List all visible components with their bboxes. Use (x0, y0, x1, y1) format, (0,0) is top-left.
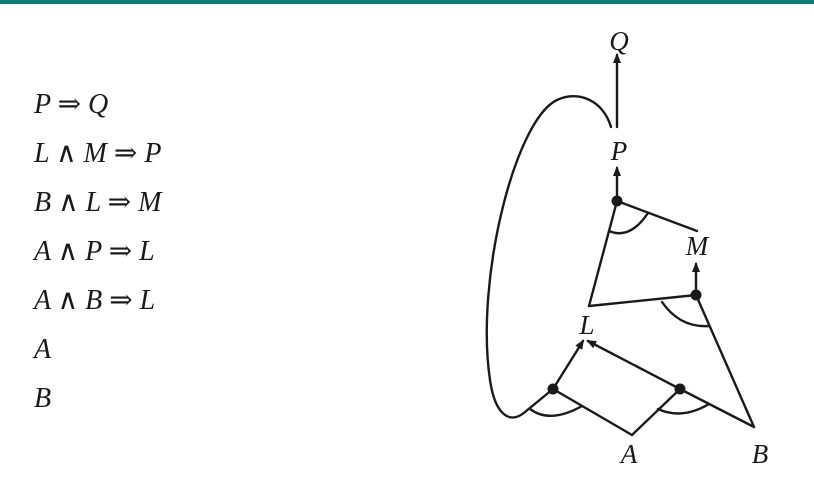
node-l-label: L (578, 310, 594, 340)
junction-dot-ab (674, 383, 686, 395)
junction-dot-lm (611, 195, 623, 207)
node-q-label: Q (609, 26, 629, 56)
and-arc-ap (528, 404, 584, 417)
node-p-label: P (610, 136, 628, 166)
edge-a-to-ap-junction (551, 387, 634, 437)
and-arc-bl (660, 300, 711, 328)
fact-a: A (34, 334, 52, 365)
edge-l-to-lm-junction (587, 199, 619, 308)
edge-m-to-lm-junction (615, 199, 699, 233)
top-accent-bar (0, 0, 814, 4)
edge-ab-junction-to-l (586, 339, 682, 391)
node-m-label: M (685, 231, 710, 261)
rules-list: P ⇒ Q L ∧ M ⇒ P B ∧ L ⇒ M A ∧ P ⇒ L A ∧ … (34, 80, 161, 423)
rule-b-and-l-implies-m: B ∧ L ⇒ M (34, 187, 162, 218)
edge-a-to-ab-junction (630, 387, 682, 437)
edge-l-to-bl-junction (587, 293, 698, 308)
edge-p-loop (485, 95, 613, 419)
node-b-label: B (752, 439, 769, 469)
edge-b-to-ab-junction (678, 387, 756, 429)
rule-p-implies-q: P ⇒ Q (34, 89, 109, 120)
and-arc-ab (656, 402, 711, 415)
fact-b: B (34, 383, 52, 414)
junction-dot-ap (547, 383, 559, 395)
rule-a-and-b-implies-l: A ∧ B ⇒ L (34, 285, 156, 316)
and-arc-lm (607, 211, 650, 235)
junction-dot-bl (690, 289, 702, 301)
rule-l-and-m-implies-p: L ∧ M ⇒ P (34, 138, 162, 169)
rule-a-and-p-implies-l: A ∧ P ⇒ L (34, 236, 155, 267)
edge-b-to-bl-junction (694, 293, 756, 429)
edge-ap-junction-to-l (551, 339, 585, 391)
node-a-label: A (619, 439, 638, 469)
